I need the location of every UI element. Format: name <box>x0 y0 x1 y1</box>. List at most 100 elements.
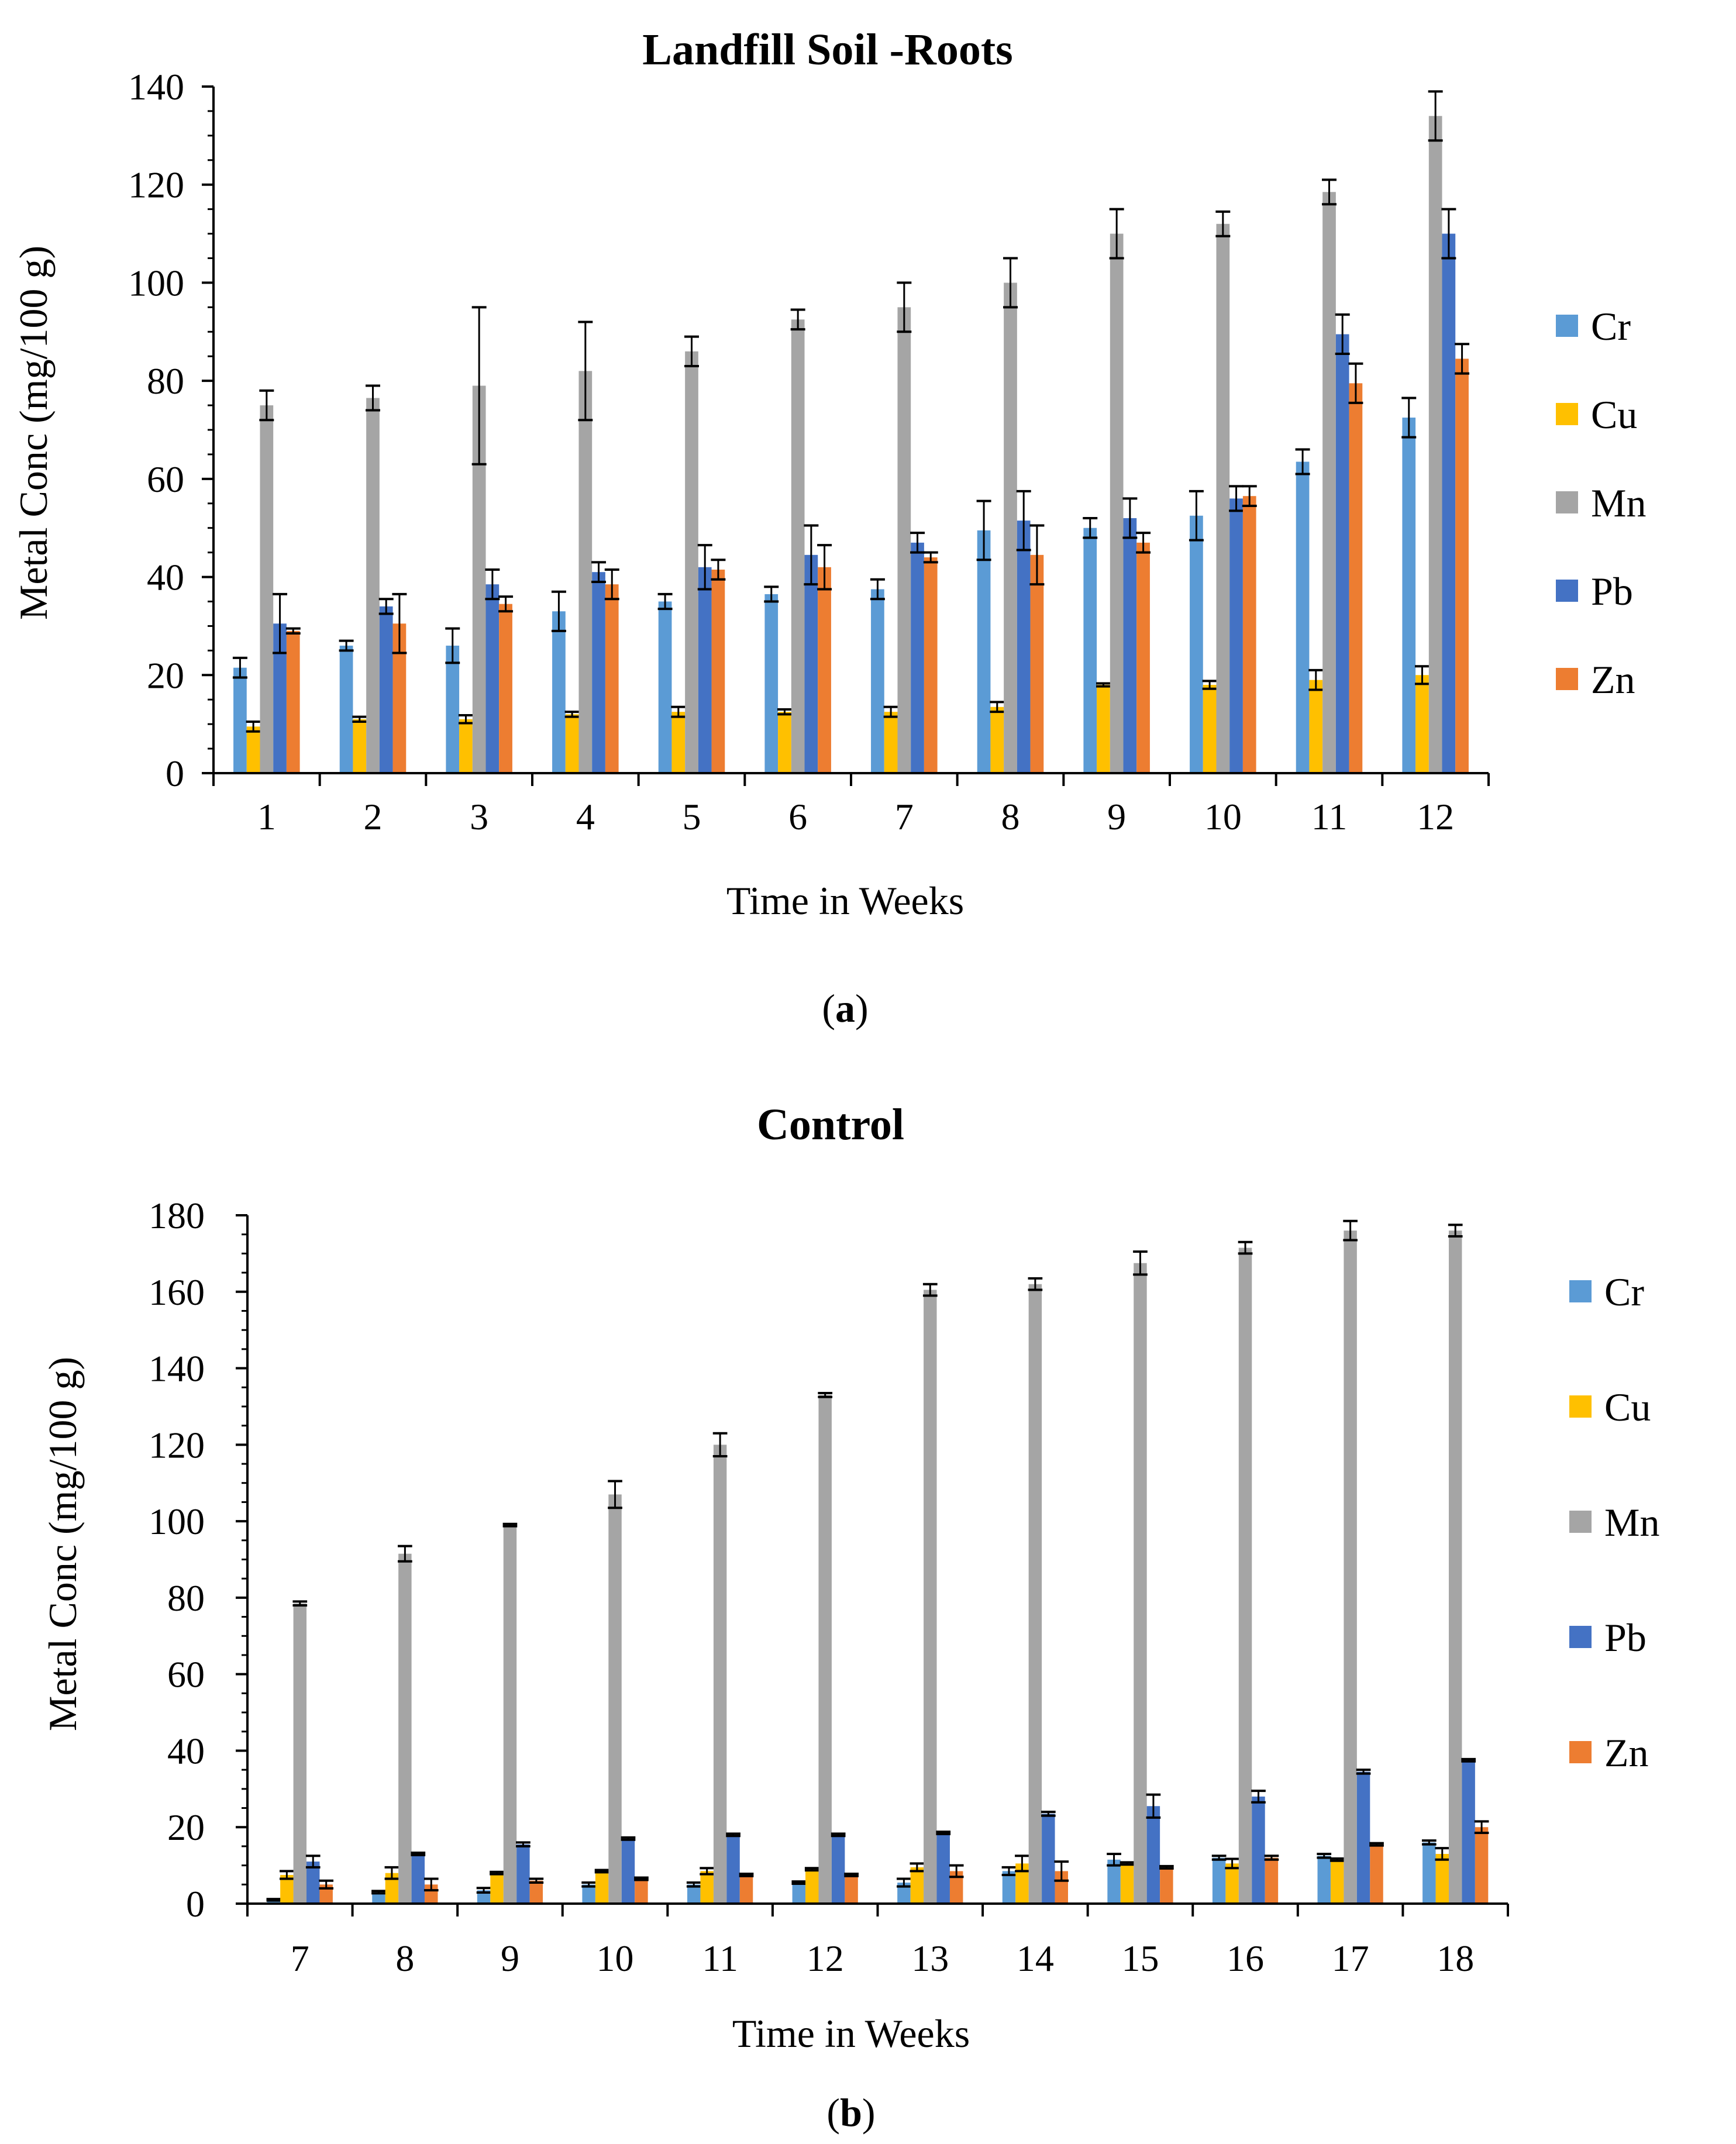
bar-pb <box>1356 1771 1370 1904</box>
axes <box>202 85 1490 786</box>
bar-cu <box>490 1873 504 1904</box>
legend-label-mn: Mn <box>1591 481 1646 525</box>
bar-cu <box>1120 1863 1134 1904</box>
bar-cu <box>459 719 473 773</box>
legend-swatch-cr <box>1556 315 1578 337</box>
bar-cr <box>1317 1856 1331 1904</box>
bar-zn <box>1455 359 1469 773</box>
legend-swatch-cr <box>1569 1280 1592 1302</box>
bar-pb <box>804 554 818 773</box>
bar-cu <box>1015 1863 1029 1904</box>
bar-zn <box>1475 1827 1489 1904</box>
bar-cr <box>1296 461 1310 773</box>
bar-cu <box>1097 685 1110 773</box>
bar-mn <box>1344 1230 1357 1904</box>
x-tick-label: 8 <box>1001 796 1020 837</box>
y-tick-label: 180 <box>149 1195 205 1236</box>
bar-pb <box>1017 521 1031 773</box>
bar-zn <box>1136 542 1150 773</box>
x-tick-label: 9 <box>1107 796 1126 837</box>
y-tick-label: 120 <box>149 1424 205 1466</box>
bar-mn <box>293 1603 307 1904</box>
bar-cu <box>990 706 1004 773</box>
bar-mn <box>472 385 486 773</box>
bar-pb <box>911 542 924 773</box>
bar-pb <box>1462 1760 1475 1904</box>
bar-zn <box>1370 1844 1383 1904</box>
y-tick-label: 120 <box>128 164 184 206</box>
bar-cu <box>1203 685 1217 773</box>
bar-mn <box>791 319 805 773</box>
bar-zn <box>1055 1871 1068 1904</box>
bar-pb <box>1252 1796 1265 1904</box>
bar-zn <box>1160 1867 1173 1904</box>
bar-cu <box>910 1867 924 1904</box>
bar-pb <box>592 572 605 773</box>
bar-cr <box>764 594 779 773</box>
y-tick-label: 20 <box>147 654 184 696</box>
bar-cu <box>280 1874 294 1904</box>
bar-cr <box>233 667 247 773</box>
y-tick-label: 140 <box>149 1348 205 1390</box>
x-tick-label: 12 <box>807 1938 844 1979</box>
bar-mn <box>366 398 380 773</box>
bar-cu <box>700 1871 714 1904</box>
y-axis-ticks: 0 20 40 60 80 100 120 140 <box>128 66 184 794</box>
chart-title: Landfill Soil -Roots <box>642 25 1012 74</box>
bar-pb <box>1123 518 1137 773</box>
x-tick-label: 10 <box>1204 796 1242 837</box>
bar-pb <box>306 1862 320 1904</box>
x-tick-label: 16 <box>1227 1938 1264 1979</box>
bar-cr <box>1190 515 1203 773</box>
bar-pb <box>516 1844 530 1904</box>
bar-mn <box>685 351 698 773</box>
bar-mn <box>578 371 593 773</box>
x-axis-label: Time in Weeks <box>726 878 964 923</box>
y-axis-label: Metal Conc (mg/100 g) <box>40 1357 85 1731</box>
legend-label-mn: Mn <box>1604 1500 1659 1545</box>
y-axis-ticks: 0 20 40 60 80 100 120 140 160 180 <box>149 1195 205 1925</box>
x-tick-label: 3 <box>470 796 488 837</box>
x-tick-label: 12 <box>1417 796 1454 837</box>
x-axis-ticks: 7 8 9 10 11 12 13 14 15 16 17 18 <box>291 1938 1474 1979</box>
bar-mn <box>1004 282 1017 773</box>
chart-panel-landfill-soil-roots: Landfill Soil -Roots 0 20 40 60 80 100 120 1 4 0 … <box>11 25 1646 1030</box>
bar-cu <box>1435 1853 1449 1904</box>
bar-zn <box>1265 1857 1279 1904</box>
bar-mn <box>1110 233 1124 774</box>
bar-cu <box>1309 680 1323 773</box>
bar-cr <box>687 1884 701 1904</box>
legend-label-zn: Zn <box>1591 657 1635 702</box>
bar-cr <box>1083 528 1097 773</box>
bar-cu <box>671 712 686 773</box>
bar-mn <box>924 1290 937 1904</box>
bar-mn <box>503 1525 517 1904</box>
bar-mn <box>608 1494 622 1904</box>
bar-pb <box>726 1835 740 1904</box>
bar-zn <box>286 630 300 773</box>
y-tick-label: 60 <box>167 1654 205 1695</box>
panel-caption-letter: a <box>835 986 855 1030</box>
bar-cu <box>595 1871 609 1904</box>
bar-zn <box>924 557 938 773</box>
bar-cr <box>1422 1842 1436 1904</box>
bar-pb <box>698 567 712 773</box>
y-tick-label: 100 <box>149 1501 205 1542</box>
bar-cu <box>246 726 260 773</box>
bar-mn <box>1322 192 1336 773</box>
bar-pb <box>831 1835 845 1904</box>
bar-zn <box>392 623 407 773</box>
bar-cu <box>1225 1863 1239 1904</box>
bar-mn <box>1428 116 1442 773</box>
bar-cr <box>339 645 353 773</box>
x-axis-label: Time in Weeks <box>732 2011 970 2056</box>
y-axis-label: Metal Conc (mg/100 g) <box>11 246 56 620</box>
bar-cr <box>1107 1859 1121 1904</box>
x-tick-label: 4 <box>576 796 595 837</box>
x-tick-label: 17 <box>1332 1938 1369 1979</box>
legend-swatch-cu <box>1569 1395 1592 1418</box>
legend-label-cr: Cr <box>1591 304 1631 349</box>
legend-swatch-mn <box>1569 1511 1592 1533</box>
x-tick-label: 7 <box>291 1938 309 1979</box>
bar-cu <box>1330 1859 1344 1904</box>
